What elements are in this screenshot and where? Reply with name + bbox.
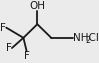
Text: OH: OH (29, 1, 45, 11)
Text: 2: 2 (85, 36, 90, 45)
Text: NHCl: NHCl (72, 33, 98, 43)
Text: F: F (6, 43, 12, 53)
Text: F: F (24, 51, 30, 61)
Text: F: F (0, 23, 6, 33)
